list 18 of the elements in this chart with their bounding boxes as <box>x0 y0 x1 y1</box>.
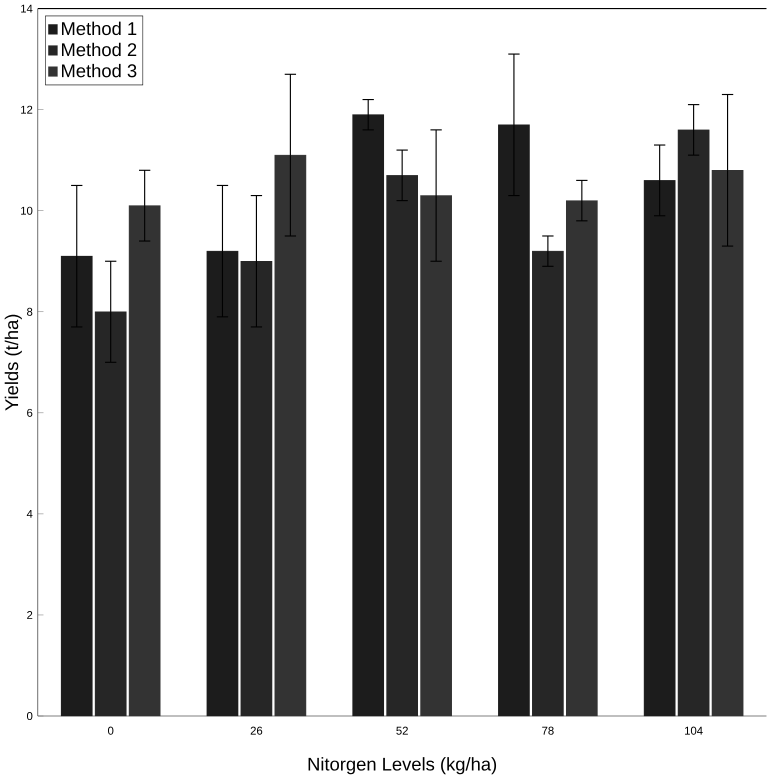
y-tick-label: 0 <box>26 712 32 720</box>
y-tick-label: 4 <box>26 510 32 518</box>
y-tick-label: 14 <box>21 4 32 12</box>
y-tick-label: 8 <box>26 308 32 316</box>
x-tick-label: 0 <box>108 726 114 735</box>
legend-label: Method 2 <box>62 42 136 56</box>
y-tick-label: 6 <box>27 408 32 417</box>
y-tick-label: 12 <box>21 106 32 114</box>
y-tick-label: 2 <box>27 611 32 619</box>
x-tick-label: 78 <box>542 726 554 735</box>
legend-label: Method 1 <box>62 22 136 36</box>
x-axis-title: Nitorgen Levels (kg/ha) <box>308 757 496 774</box>
y-tick-label: 10 <box>21 206 32 215</box>
x-tick-label: 104 <box>684 726 703 735</box>
x-tick-label: 26 <box>250 726 262 735</box>
x-tick-label: 52 <box>396 726 408 735</box>
legend-label: Method 3 <box>62 64 136 78</box>
y-axis-title: Yields (t/ha) <box>4 314 22 411</box>
